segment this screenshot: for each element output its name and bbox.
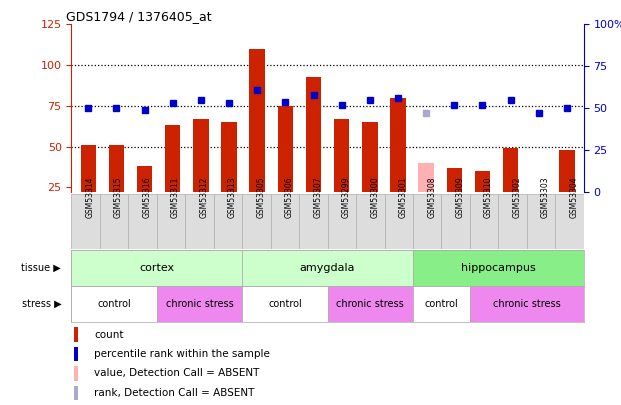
Text: GSM53312: GSM53312 [199,177,209,218]
Bar [384,194,413,249]
Bar [278,106,293,192]
Text: GSM53299: GSM53299 [342,177,351,218]
Bar [221,122,237,192]
Bar [446,168,462,192]
Bar [499,194,527,249]
Text: GSM53303: GSM53303 [541,176,550,218]
Bar [156,286,242,322]
Text: GSM53313: GSM53313 [228,177,237,218]
Text: GSM53307: GSM53307 [314,176,322,218]
Text: GSM53305: GSM53305 [256,176,265,218]
Bar [165,126,181,192]
Bar [71,250,242,286]
Bar [74,366,78,381]
Bar [419,163,434,192]
Bar [470,286,584,322]
Text: amygdala: amygdala [300,263,355,273]
Text: chronic stress: chronic stress [337,299,404,309]
Bar [109,145,124,192]
Text: GSM53304: GSM53304 [569,176,579,218]
Text: GSM53300: GSM53300 [370,176,379,218]
Bar [555,194,584,249]
Bar [559,150,574,192]
Text: tissue ▶: tissue ▶ [21,263,61,273]
Text: GSM53308: GSM53308 [427,177,436,218]
Text: rank, Detection Call = ABSENT: rank, Detection Call = ABSENT [94,388,255,398]
Text: GSM53302: GSM53302 [512,177,522,218]
Bar [470,194,498,249]
Bar [185,194,214,249]
Text: chronic stress: chronic stress [166,299,233,309]
Bar [129,194,156,249]
Bar [74,347,78,361]
Bar [413,250,584,286]
Bar [100,194,129,249]
Text: value, Detection Call = ABSENT: value, Detection Call = ABSENT [94,369,260,378]
Text: chronic stress: chronic stress [493,299,561,309]
Bar [503,148,519,192]
Bar [306,77,321,192]
Bar [362,122,378,192]
Bar [156,194,185,249]
Text: cortex: cortex [139,263,175,273]
Bar [356,194,384,249]
Bar [74,386,78,400]
Text: control: control [97,299,131,309]
Bar [474,171,490,192]
Bar [413,286,470,322]
Bar [328,286,413,322]
Text: hippocampus: hippocampus [461,263,536,273]
Text: GSM53314: GSM53314 [86,177,94,218]
Bar [271,194,299,249]
Bar [71,286,156,322]
Bar [250,49,265,192]
Bar [242,286,328,322]
Text: control: control [425,299,458,309]
Bar [193,119,209,192]
Bar [299,194,328,249]
Text: GSM53315: GSM53315 [114,177,123,218]
Bar [413,194,442,249]
Text: count: count [94,330,124,339]
Text: GSM53310: GSM53310 [484,177,493,218]
Text: GSM53301: GSM53301 [399,177,408,218]
Text: control: control [268,299,302,309]
Bar [527,194,555,249]
Text: GDS1794 / 1376405_at: GDS1794 / 1376405_at [66,10,212,23]
Bar [390,98,406,192]
Bar [531,192,546,209]
Bar [242,250,413,286]
Bar [137,166,152,192]
Bar [328,194,356,249]
Bar [214,194,242,249]
Bar [334,119,350,192]
Bar [242,194,271,249]
Text: GSM53309: GSM53309 [456,176,465,218]
Bar [71,194,100,249]
Text: GSM53306: GSM53306 [285,176,294,218]
Text: GSM53311: GSM53311 [171,177,180,218]
Bar [74,327,78,342]
Bar [81,145,96,192]
Bar [442,194,470,249]
Text: percentile rank within the sample: percentile rank within the sample [94,349,270,359]
Text: GSM53316: GSM53316 [143,177,152,218]
Text: stress ▶: stress ▶ [22,299,61,309]
